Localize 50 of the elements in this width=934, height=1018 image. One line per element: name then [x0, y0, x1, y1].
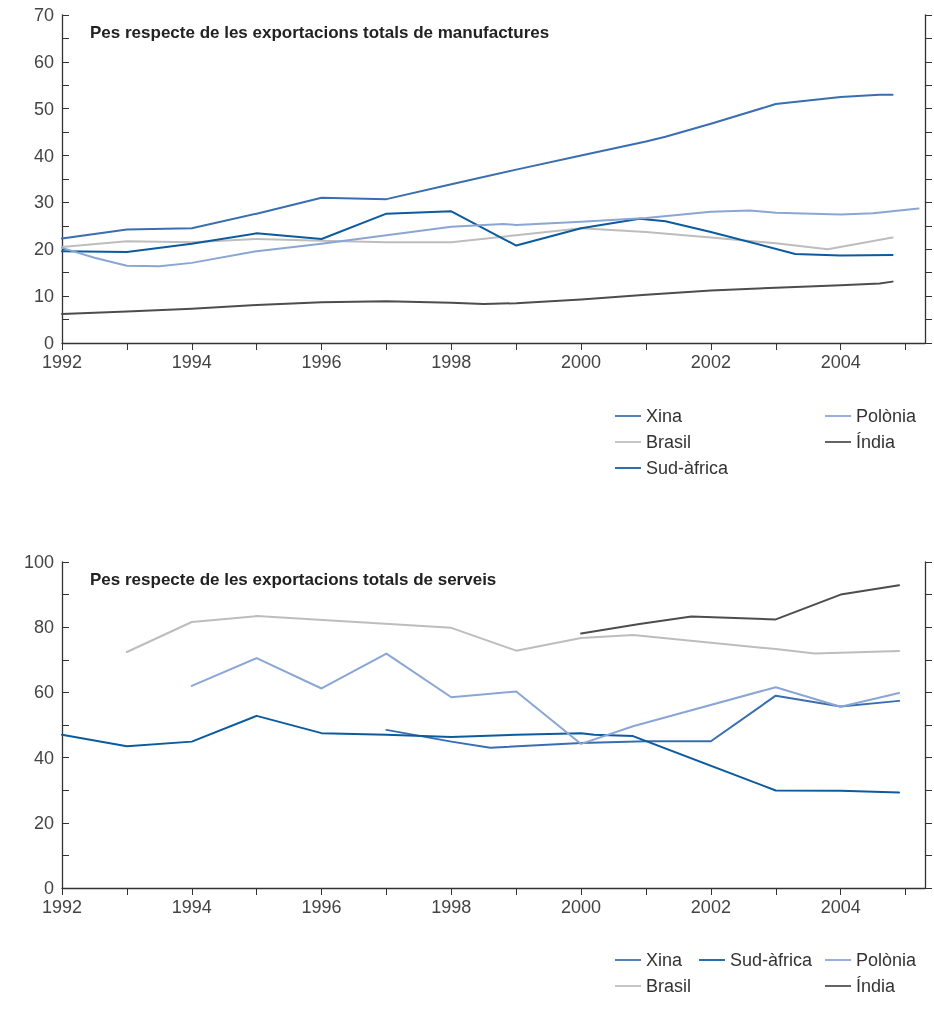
y-tick-label: 80	[33, 617, 54, 638]
x-tick-label: 1996	[301, 352, 342, 372]
line-series	[61, 210, 894, 257]
line-series	[125, 615, 901, 655]
line-series	[580, 584, 901, 635]
legend-label: Índia	[856, 976, 897, 996]
line-series	[61, 280, 894, 315]
y-tick-label: 70	[33, 5, 54, 25]
y-tick-label: 0	[43, 333, 54, 353]
x-tick-label: 1998	[431, 352, 472, 372]
x-tick-label: 1996	[301, 897, 342, 917]
x-tick-label: 2000	[561, 897, 602, 917]
y-tick-label: 20	[33, 239, 54, 260]
x-tick-label: 2000	[561, 352, 602, 372]
line-series	[61, 227, 894, 251]
y-tick-label: 60	[33, 51, 54, 72]
x-tick-label: 1992	[41, 352, 83, 372]
line-series	[61, 93, 894, 240]
legend-label: Índia	[856, 432, 897, 452]
x-tick-label: 2002	[690, 352, 731, 372]
legend-label: Polònia	[856, 406, 918, 426]
y-tick-label: 40	[33, 747, 54, 768]
y-tick-label: 10	[33, 286, 54, 307]
legend-label: Brasil	[646, 432, 692, 452]
text: Pes respecte de les exportacions totals de serveis	[90, 570, 497, 589]
legend-label: Polònia	[856, 950, 918, 970]
x-tick-label: 2002	[690, 897, 731, 917]
legend-label: Sud-àfrica	[730, 950, 814, 970]
y-tick-label: 30	[33, 192, 54, 213]
x-tick-label: 2004	[820, 352, 861, 372]
text: Pes respecte de les exportacions totals de manufactures	[90, 23, 550, 42]
y-tick-label: 100	[23, 552, 54, 572]
y-tick-label: 50	[33, 98, 54, 119]
line-series	[61, 714, 901, 794]
x-tick-label: 1998	[431, 897, 472, 917]
x-tick-label: 1992	[41, 897, 83, 917]
x-tick-label: 2004	[820, 897, 861, 917]
legend-label: Xina	[646, 950, 684, 970]
y-tick-label: 40	[33, 145, 54, 166]
x-tick-label: 1994	[171, 352, 212, 372]
y-tick-label: 60	[33, 682, 54, 703]
line-series	[61, 207, 920, 268]
x-tick-label: 1994	[171, 897, 212, 917]
legend-label: Sud-àfrica	[646, 458, 730, 478]
line-series	[190, 652, 901, 745]
legend-label: Brasil	[646, 976, 692, 996]
legend-label: Xina	[646, 406, 684, 426]
y-tick-label: 20	[33, 812, 54, 833]
line-series	[385, 694, 901, 749]
y-tick-label: 0	[43, 878, 54, 898]
